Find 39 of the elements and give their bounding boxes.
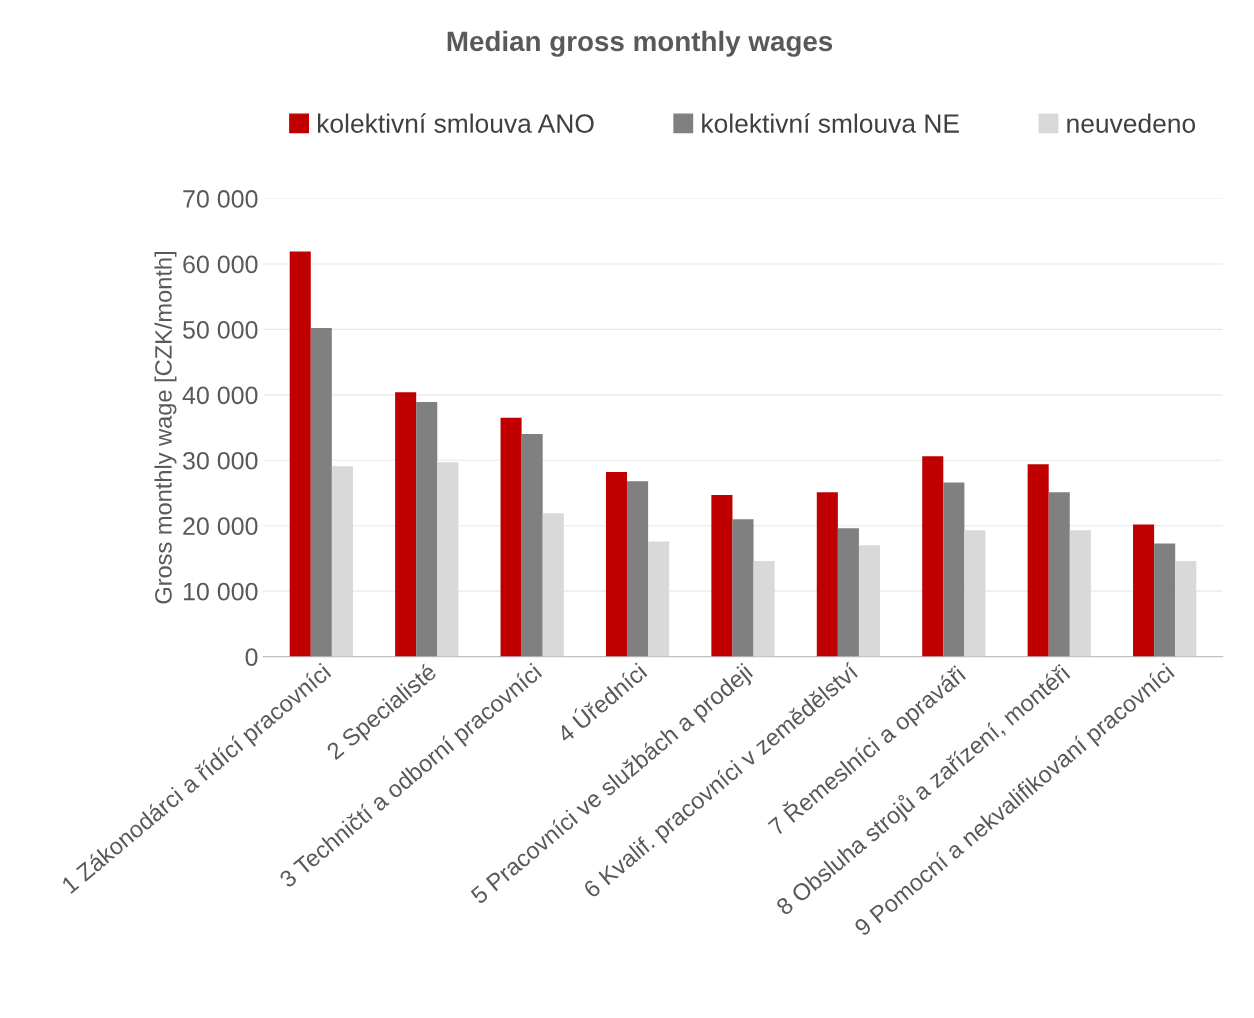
bar <box>964 530 986 657</box>
bar <box>943 482 965 657</box>
legend-label: kolektivní smlouva ANO <box>318 113 594 133</box>
bar <box>521 434 543 657</box>
legend-label: neuvedeno <box>1067 113 1196 133</box>
y-tick-label: 60 000 <box>183 255 258 274</box>
bar <box>1027 464 1049 657</box>
bar <box>816 492 838 657</box>
chart-title: Median gross monthly wages <box>447 30 833 57</box>
bar <box>922 456 944 657</box>
bar <box>310 328 332 657</box>
y-tick-label: 30 000 <box>182 451 258 470</box>
bar <box>605 472 628 657</box>
bar <box>1175 561 1197 657</box>
y-tick-label: 20 000 <box>183 517 258 536</box>
y-tick-label: 50 000 <box>183 321 258 339</box>
legend-label: kolektivní smlouva NE <box>702 113 959 133</box>
bar <box>437 462 459 657</box>
bar <box>542 513 564 657</box>
bar <box>289 251 311 657</box>
bar <box>732 519 754 657</box>
y-tick-label: 70 000 <box>183 190 258 208</box>
bar <box>416 402 438 657</box>
bar <box>331 466 353 657</box>
bar <box>500 417 522 657</box>
bar <box>711 494 733 657</box>
bar <box>753 561 775 657</box>
bar <box>858 545 881 657</box>
bar <box>1048 492 1070 657</box>
bar <box>1133 524 1155 657</box>
bar <box>1154 543 1176 657</box>
bar <box>1069 530 1091 657</box>
y-axis-title: Gross monthly wage [CZK/month] <box>154 252 177 604</box>
y-tick-label: 10 000 <box>183 582 258 601</box>
bar <box>648 541 670 657</box>
bar <box>627 481 649 657</box>
bar <box>395 392 417 657</box>
y-tick-label: 40 000 <box>182 386 258 405</box>
bar <box>837 528 859 657</box>
